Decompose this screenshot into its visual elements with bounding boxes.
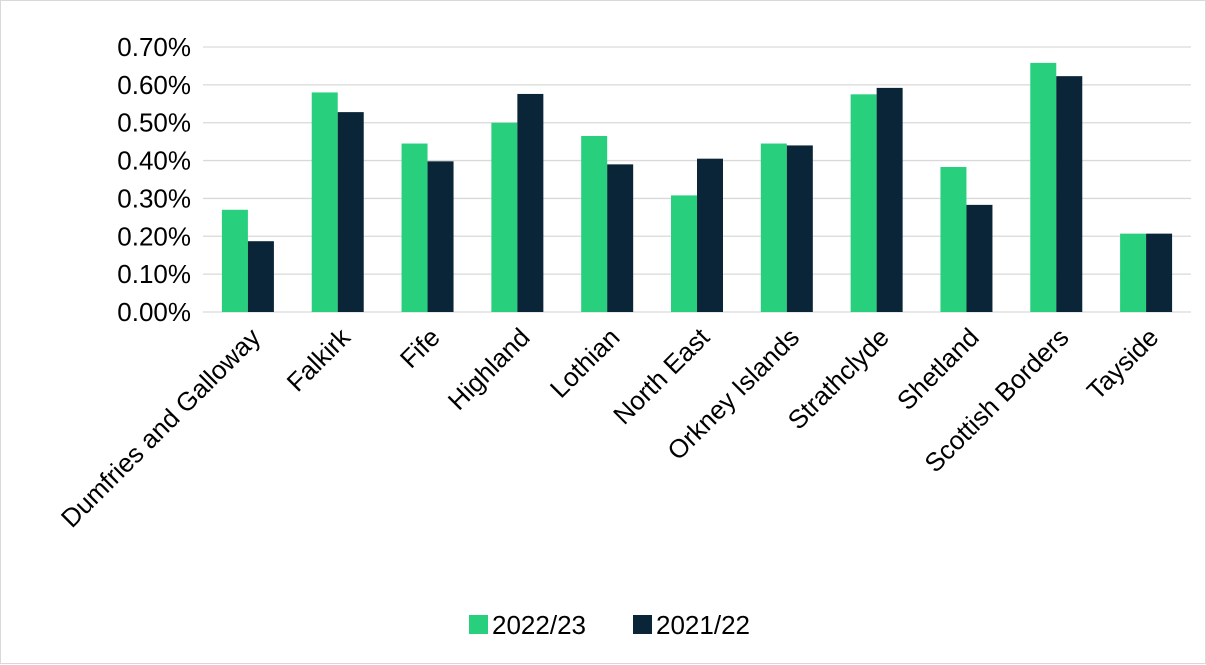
x-category-label: Dumfries and Galloway	[55, 322, 266, 533]
y-tick-label: 0.00%	[117, 297, 191, 327]
x-category-label: Falkirk	[281, 321, 357, 397]
bar-2022-23-highland	[491, 122, 518, 312]
y-tick-label: 0.10%	[117, 259, 191, 289]
bar-2021-22-strathclyde	[876, 87, 903, 312]
bar-2021-22-tayside	[1146, 233, 1173, 312]
x-category-label: Shetland	[891, 322, 985, 416]
bar-2022-23-scottish-borders	[1030, 62, 1057, 313]
legend-swatch	[469, 615, 488, 634]
x-category-label: Lothian	[544, 322, 626, 404]
bar-2021-22-scottish-borders	[1056, 76, 1083, 313]
x-category-label: Fife	[394, 322, 446, 374]
bar-2022-23-lothian	[581, 135, 608, 312]
y-tick-label: 0.20%	[117, 221, 191, 251]
y-axis-tick-labels: 0.00% 0.10% 0.20% 0.30% 0.40% 0.50% 0.60% 0.70%	[117, 32, 191, 327]
legend-swatch	[633, 615, 652, 634]
bar-2021-22-dumfries-and-galloway	[247, 241, 274, 312]
bar-2022-23-shetland	[940, 167, 967, 312]
legend-label: 2021/22	[656, 610, 750, 640]
bar-2021-22-fife	[427, 161, 454, 312]
bar-2022-23-orkney-islands	[760, 143, 787, 312]
bar-2022-23-north-east	[671, 195, 697, 312]
bar-2021-22-orkney-islands	[786, 145, 813, 312]
y-tick-label: 0.50%	[117, 108, 191, 138]
x-axis-category-labels: Dumfries and Galloway Falkirk FifeHighland…	[55, 321, 1164, 533]
bars	[221, 62, 1173, 313]
bar-2022-23-falkirk	[311, 92, 338, 312]
y-tick-label: 0.60%	[117, 70, 191, 100]
y-tick-label: 0.40%	[117, 146, 191, 176]
legend: 2022/23 2021/22	[469, 610, 750, 640]
bar-2021-22-lothian	[607, 164, 634, 312]
bar-2022-23-fife	[401, 143, 428, 312]
x-category-label: Highland	[442, 322, 536, 416]
bar-2021-22-highland	[517, 93, 544, 312]
bar-2021-22-north-east	[697, 158, 723, 312]
bar-2022-23-tayside	[1120, 233, 1147, 312]
x-category-label: Tayside	[1081, 322, 1165, 406]
bar-2021-22-falkirk	[337, 112, 364, 312]
bar-2022-23-strathclyde	[850, 94, 877, 312]
bar-2021-22-shetland	[966, 204, 993, 312]
legend-label: 2022/23	[492, 610, 586, 640]
bar-2022-23-dumfries-and-galloway	[221, 209, 248, 312]
y-tick-label: 0.30%	[117, 183, 191, 213]
y-tick-label: 0.70%	[117, 32, 191, 62]
